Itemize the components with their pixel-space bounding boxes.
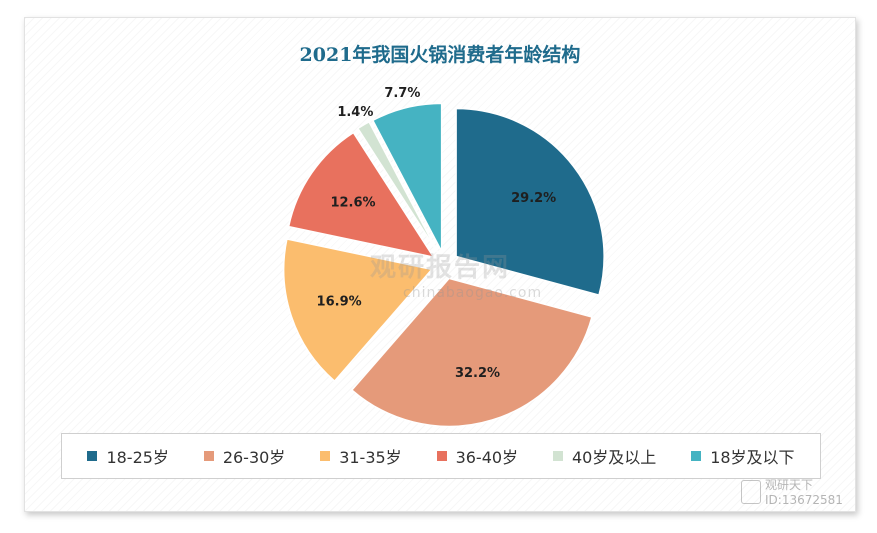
legend-item: 40岁及以上	[552, 444, 657, 468]
watermark-url: chinabaogao.com	[403, 285, 543, 301]
corner-watermark: 观研天下 ID:13672581	[741, 478, 861, 512]
legend-label: 31-35岁	[339, 448, 402, 467]
slice-value-label: 32.2%	[455, 366, 500, 381]
pie-chart: 29.2% 32.2% 16.9% 12.6% 1.4% 7.7%	[282, 86, 605, 428]
legend-label: 40岁及以上	[571, 448, 657, 467]
legend-swatch	[203, 451, 214, 461]
slice-value-label: 7.7%	[384, 86, 420, 101]
corner-mark-line1: 观研天下	[765, 478, 814, 492]
legend-swatch	[552, 451, 563, 461]
legend-swatch	[87, 451, 98, 461]
chart-title: 2021年我国火锅消费者年龄结构	[299, 44, 581, 66]
legend-item: 31-35岁	[320, 444, 402, 468]
slice-value-label: 12.6%	[330, 196, 375, 211]
legend-label: 18岁及以下	[710, 448, 795, 467]
chart-card: 2021年我国火锅消费者年龄结构 29.2% 32.2% 16.9% 12.6% 1.4…	[24, 17, 856, 512]
slice-value-label: 29.2%	[511, 191, 556, 206]
chart-legend: 18-25岁 26-30岁 31-35岁 36-40岁 40岁及以上 18岁及以下	[61, 433, 821, 479]
legend-item: 18-25岁	[87, 444, 169, 468]
pie-slice	[455, 107, 605, 297]
pie-slice	[282, 238, 434, 383]
pie-slice	[356, 120, 439, 254]
legend-swatch	[320, 451, 331, 461]
legend-swatch	[691, 451, 702, 461]
legend-swatch	[436, 451, 447, 461]
watermark-brand: 观研报告网	[370, 253, 511, 283]
legend-label: 26-30岁	[222, 448, 286, 467]
corner-mark-line2: ID:13672581	[765, 493, 843, 507]
pie-slice	[287, 131, 436, 259]
legend-item: 26-30岁	[203, 444, 286, 468]
pie-slice	[350, 277, 593, 428]
legend-label: 36-40岁	[455, 448, 519, 467]
slice-value-label: 1.4%	[337, 105, 373, 120]
pie-slice	[371, 102, 443, 252]
legend-item: 36-40岁	[436, 444, 519, 468]
slice-value-label: 16.9%	[317, 295, 362, 310]
legend-label: 18-25岁	[106, 448, 169, 467]
legend-item: 18岁及以下	[691, 444, 795, 468]
watermark-logo-icon	[741, 480, 761, 504]
